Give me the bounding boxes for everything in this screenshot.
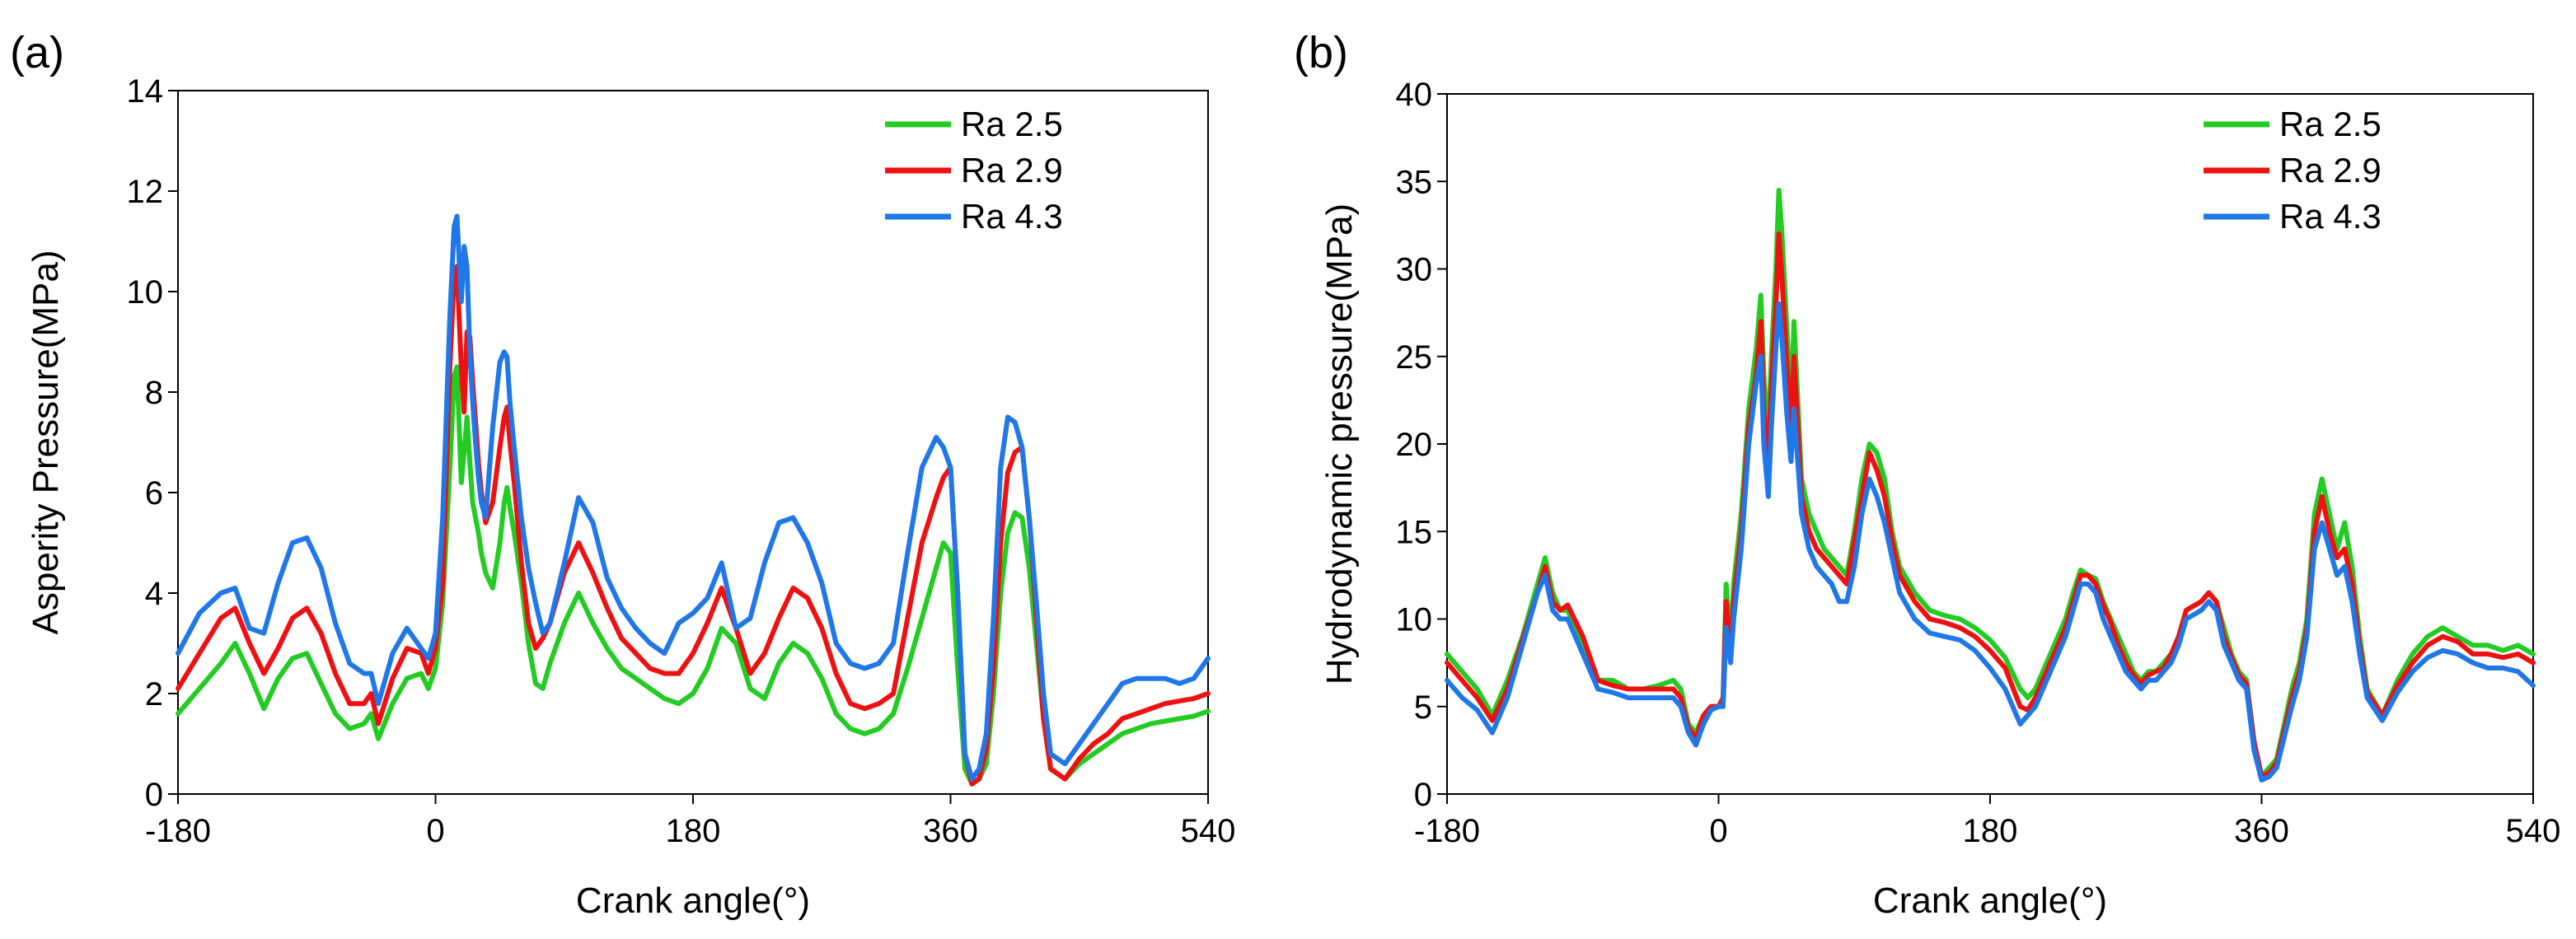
- x-tick-label: 0: [426, 813, 444, 849]
- y-tick-label: 15: [1396, 514, 1433, 550]
- series-line-ra-4-3: [1445, 301, 2536, 782]
- legend-label-ra-2-5: Ra 2.5: [961, 105, 1063, 143]
- legend-label-ra-2-9: Ra 2.9: [2279, 151, 2382, 189]
- y-axis-title: Hydrodynamic pressure(MPa): [1319, 203, 1360, 684]
- series-line-ra-2-5: [1445, 187, 2536, 779]
- series-line-ra-2-5: [176, 364, 1211, 787]
- x-tick-label: -180: [1414, 813, 1480, 849]
- y-tick-label: 30: [1396, 252, 1433, 288]
- y-tick-label: 20: [1396, 427, 1433, 463]
- panel-label: (b): [1294, 28, 1348, 77]
- x-tick-label: 360: [923, 813, 978, 849]
- y-tick-label: 10: [1396, 602, 1433, 638]
- y-tick-label: 10: [127, 274, 164, 311]
- y-tick-label: 6: [145, 475, 163, 512]
- y-tick-label: 0: [145, 777, 163, 813]
- legend-label-ra-2-5: Ra 2.5: [2279, 105, 2382, 143]
- y-tick-label: 4: [145, 576, 163, 612]
- legend-label-ra-2-9: Ra 2.9: [961, 151, 1063, 189]
- y-tick-label: 25: [1396, 339, 1433, 376]
- y-tick-label: 5: [1414, 689, 1432, 726]
- y-tick-label: 8: [145, 375, 163, 411]
- x-axis-title: Crank angle(°): [1873, 881, 2107, 921]
- x-tick-label: -180: [145, 813, 211, 849]
- y-axis-title: Asperity Pressure(MPa): [26, 250, 66, 634]
- x-axis-title: Crank angle(°): [576, 881, 810, 921]
- series-lines: [176, 213, 1211, 787]
- legend-label-ra-4-3: Ra 4.3: [961, 197, 1063, 236]
- y-tick-label: 35: [1396, 164, 1433, 200]
- legend: Ra 2.5 Ra 2.9 Ra 4.3: [885, 105, 1063, 236]
- series-line-ra-2-9: [1445, 231, 2536, 779]
- y-tick-label: 0: [1414, 777, 1432, 813]
- y-tick-label: 2: [145, 676, 163, 712]
- series-line-ra-2-9: [176, 264, 1211, 787]
- legend: Ra 2.5 Ra 2.9 Ra 4.3: [2204, 105, 2382, 236]
- y-tick-label: 12: [127, 174, 164, 210]
- legend-label-ra-4-3: Ra 4.3: [2279, 197, 2382, 236]
- x-tick-label: 180: [666, 813, 721, 849]
- x-tick-label: 0: [1709, 813, 1727, 849]
- x-tick-label: 540: [2506, 813, 2561, 849]
- y-tick-label: 14: [127, 73, 164, 110]
- series-lines: [1445, 187, 2536, 782]
- panel-label: (a): [10, 28, 64, 77]
- y-tick-label: 40: [1396, 77, 1433, 113]
- x-tick-label: 360: [2234, 813, 2289, 849]
- series-line-ra-4-3: [176, 213, 1211, 782]
- x-tick-label: 180: [1963, 813, 2018, 849]
- x-tick-label: 540: [1181, 813, 1236, 849]
